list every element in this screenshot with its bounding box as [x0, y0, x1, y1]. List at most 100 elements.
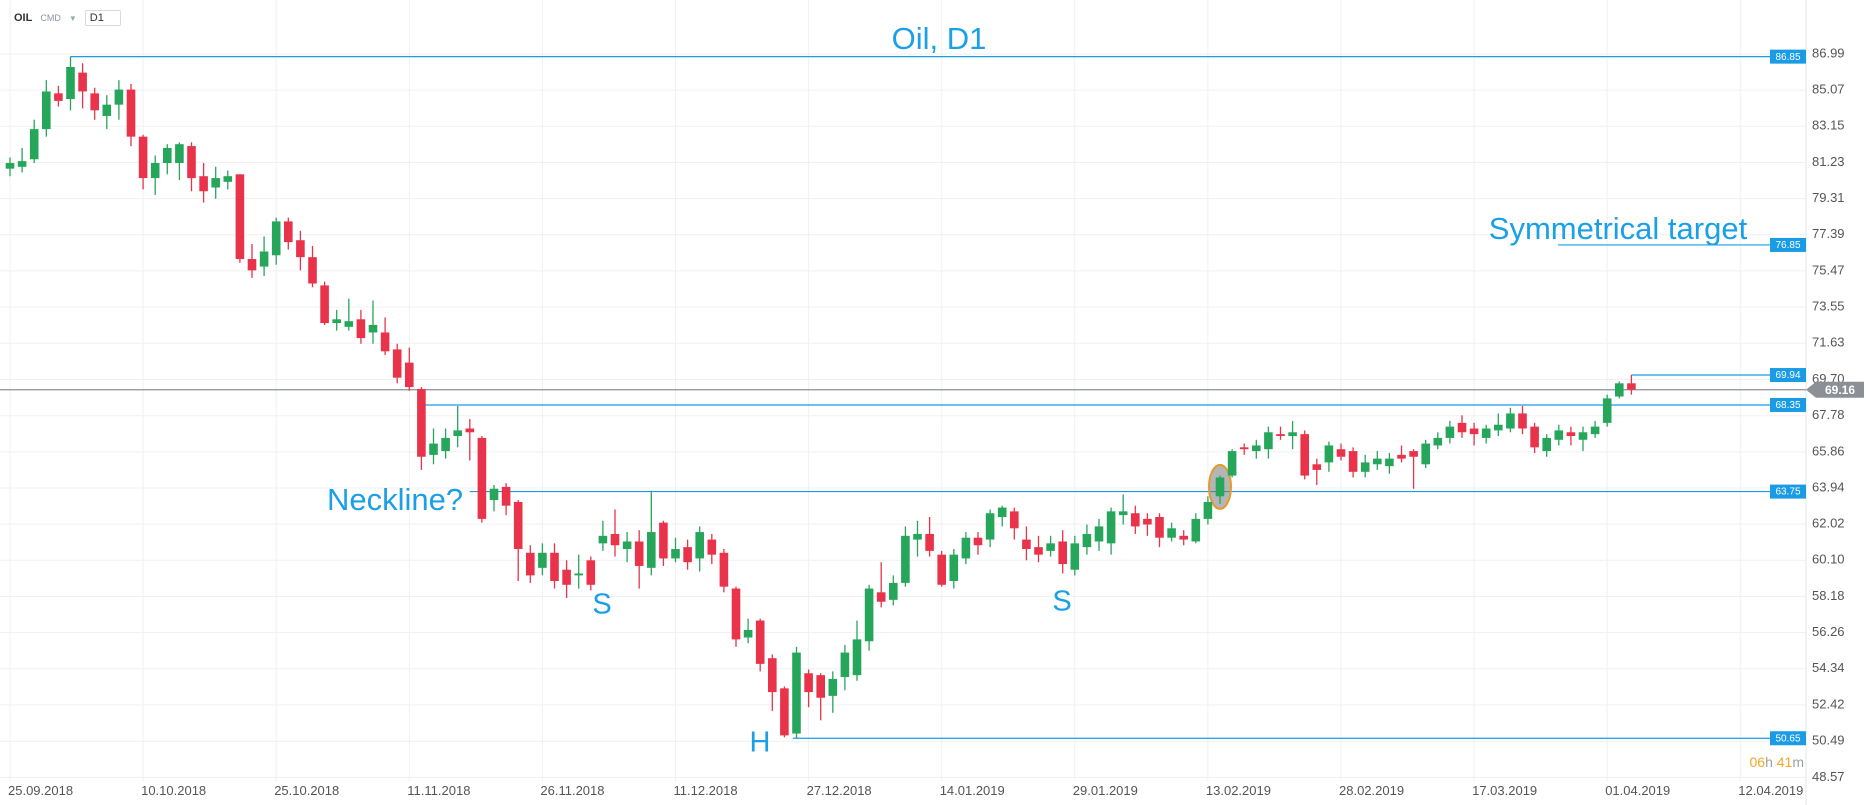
candle-body [1360, 462, 1370, 472]
candle-body [42, 91, 51, 130]
candle-body [1433, 437, 1443, 446]
toolbar: OIL CMD ▼ D1 [14, 10, 121, 26]
candle-body [175, 144, 184, 164]
candle-body [1566, 432, 1576, 437]
chart-title: Oil, D1 [892, 21, 987, 56]
candle-body [949, 554, 959, 582]
candle-body [804, 673, 813, 693]
x-tick-label: 01.04.2019 [1605, 783, 1670, 798]
x-tick-label: 14.01.2019 [940, 783, 1005, 798]
y-tick-label: 83.15 [1812, 118, 1845, 133]
candle-body [1385, 458, 1394, 467]
candle-body [1155, 516, 1164, 538]
candle-body [1022, 539, 1031, 550]
candle-body [1336, 449, 1346, 457]
candle-body [876, 592, 886, 602]
candle-body [465, 428, 475, 433]
level-label-box [1770, 484, 1806, 499]
x-tick-label: 29.01.2019 [1073, 783, 1138, 798]
candle-body [1469, 428, 1479, 435]
y-tick-label: 65.86 [1812, 443, 1845, 458]
candle-body [792, 652, 801, 734]
candle-body [913, 533, 922, 540]
candle-body [1094, 526, 1104, 542]
candle-body [780, 688, 789, 736]
candle-body [1397, 454, 1406, 459]
candle-body [1457, 422, 1467, 433]
candle-body [768, 658, 777, 693]
candle-body [937, 554, 946, 585]
candle-body [1445, 426, 1455, 438]
x-tick-label: 25.09.2018 [8, 783, 73, 798]
market[interactable]: CMD [40, 13, 61, 23]
candle-body [417, 388, 426, 457]
candle-body [574, 573, 583, 576]
candle-body [1627, 383, 1636, 390]
y-tick-label: 75.47 [1812, 262, 1845, 277]
candle-body [296, 240, 305, 258]
y-tick-label: 54.34 [1812, 660, 1845, 675]
candle-body [320, 285, 329, 324]
level-label: 68.35 [1775, 400, 1800, 411]
candle-body [659, 522, 668, 559]
candle-body [1494, 424, 1503, 431]
candle-body [489, 488, 499, 501]
candle-body [102, 104, 112, 116]
level-label: 86.85 [1775, 52, 1800, 63]
candle-body [1421, 443, 1430, 465]
countdown-unit: m [1792, 754, 1804, 770]
candle-body [1324, 445, 1334, 463]
level-label-box [1770, 397, 1806, 412]
symbol[interactable]: OIL [14, 12, 33, 24]
x-tick-label: 28.02.2019 [1339, 783, 1404, 798]
current-price-box [1806, 381, 1864, 398]
candle-body [284, 221, 293, 243]
candle-body [271, 221, 281, 256]
candle-body [997, 507, 1007, 517]
candle-body [235, 174, 245, 260]
candle-body [1143, 518, 1152, 525]
candle-body [1203, 501, 1213, 519]
candle-body [901, 535, 910, 583]
candle-body [671, 549, 680, 559]
candle-body [743, 629, 753, 638]
y-tick-label: 77.39 [1812, 226, 1845, 241]
candle-body [1239, 447, 1249, 450]
candle-body [187, 146, 196, 179]
annotation: Neckline? [327, 482, 463, 517]
candle-body [1373, 458, 1382, 465]
dropdown-caret[interactable]: ▼ [68, 13, 77, 23]
level-label-box [1770, 368, 1806, 383]
x-tick-label: 13.02.2019 [1206, 783, 1271, 798]
candle-body [1227, 451, 1237, 476]
candle-body [1010, 511, 1019, 529]
timeframe[interactable]: D1 [84, 10, 121, 26]
candle-body [1288, 432, 1297, 437]
candle-body [1131, 513, 1140, 527]
candle-body [1481, 428, 1491, 438]
candle-body [864, 588, 874, 642]
candle-body [816, 675, 825, 698]
candle-body [828, 678, 838, 696]
annotation: H [750, 727, 771, 759]
candle-body [1106, 511, 1116, 544]
candle-body [1348, 451, 1358, 472]
x-tick-label: 11.12.2018 [674, 783, 738, 798]
candle-body [985, 513, 995, 540]
candle-body [380, 332, 390, 352]
candle-body [622, 541, 632, 550]
candle-body [1300, 434, 1309, 476]
candle-body [1082, 533, 1092, 548]
candle-body [755, 620, 765, 664]
candle-body [308, 257, 317, 284]
candle-body [961, 537, 971, 559]
annotation: S [1052, 586, 1071, 618]
candle-body [1615, 383, 1624, 397]
candle-body [1046, 543, 1055, 551]
x-tick-label: 17.03.2019 [1472, 783, 1537, 798]
candle-body [526, 552, 535, 576]
candle-body [368, 324, 378, 333]
candle-body [453, 430, 462, 437]
candle-body [647, 532, 656, 568]
candle-body [1252, 445, 1261, 452]
